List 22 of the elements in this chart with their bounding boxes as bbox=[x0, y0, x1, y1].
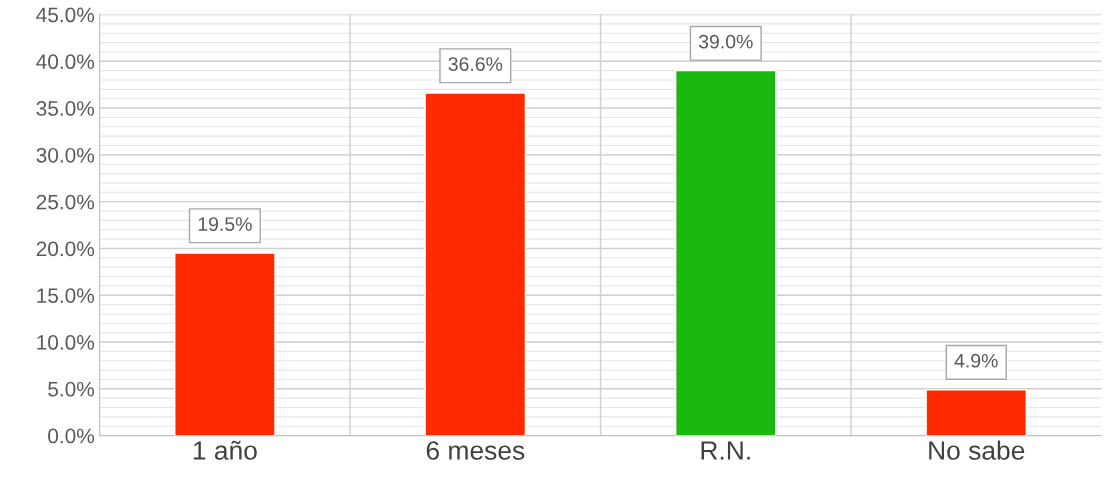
x-tick-label: 1 año bbox=[193, 440, 257, 460]
bar bbox=[674, 69, 777, 436]
data-label: 4.9% bbox=[954, 353, 998, 368]
bar bbox=[424, 92, 527, 436]
data-label: 39.0% bbox=[698, 34, 753, 49]
bar bbox=[174, 252, 276, 436]
y-tick-label: 30.0% bbox=[36, 147, 95, 163]
y-tick-label: 10.0% bbox=[37, 335, 95, 350]
bar bbox=[925, 389, 1028, 436]
data-label: 36.6% bbox=[448, 57, 503, 71]
y-tick-label: 20.0% bbox=[36, 241, 95, 257]
data-label: 19.5% bbox=[198, 217, 252, 231]
y-tick-label: 0.0% bbox=[48, 428, 95, 444]
y-tick-label: 5.0% bbox=[48, 381, 95, 397]
y-tick-label: 15.0% bbox=[37, 288, 95, 303]
y-tick-label: 45.0% bbox=[36, 7, 95, 23]
y-tick-label: 25.0% bbox=[36, 194, 95, 210]
y-tick-label: 40.0% bbox=[36, 54, 95, 70]
x-tick-label: 6 meses bbox=[426, 441, 525, 460]
x-tick-label: R.N. bbox=[701, 441, 750, 460]
y-tick-label: 35.0% bbox=[36, 101, 95, 116]
x-tick-label: No sabe bbox=[929, 440, 1025, 460]
